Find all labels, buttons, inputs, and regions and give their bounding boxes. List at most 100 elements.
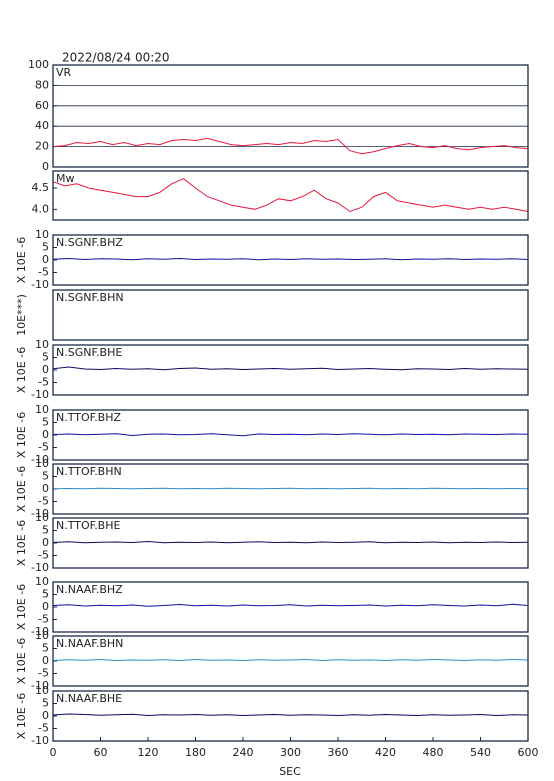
- panel-title: N.SGNF.BHN: [56, 291, 124, 304]
- y-tick-label: -10: [31, 561, 49, 574]
- y-axis-label: X 10E -6: [15, 638, 28, 684]
- panel-frame: [52, 289, 529, 341]
- y-axis-label: X 10E -6: [15, 520, 28, 566]
- panel-title: N.NAAF.BHZ: [56, 583, 123, 596]
- x-tick-label: 360: [328, 746, 349, 759]
- panel-title: N.TTOF.BHE: [56, 519, 121, 532]
- data-line: [52, 713, 529, 717]
- x-tick-label: 120: [138, 746, 159, 759]
- y-tick-label: -10: [31, 278, 49, 291]
- y-tick-label: 5: [42, 470, 49, 483]
- data-line: [52, 540, 529, 544]
- y-tick-label: 0: [42, 160, 49, 173]
- panel-frame: [52, 581, 529, 633]
- y-tick-label: 60: [35, 99, 49, 112]
- y-axis-label: X 10E -6: [15, 466, 28, 512]
- page-title: 2022/08/24 00:20: [62, 51, 170, 65]
- panel-frame: [52, 517, 529, 569]
- y-tick-label: 10: [35, 511, 49, 524]
- y-axis-label: X 10E -6: [15, 693, 28, 739]
- y-axis-label: X 10E -6: [15, 584, 28, 630]
- y-tick-label: -10: [31, 734, 49, 747]
- y-tick-label: 0: [42, 482, 49, 495]
- y-tick-label: 10: [35, 629, 49, 642]
- y-tick-label: 10: [35, 457, 49, 470]
- x-axis-label: SEC: [279, 765, 301, 778]
- x-tick-label: 600: [518, 746, 539, 759]
- panel-title: N.TTOF.BHN: [56, 465, 122, 478]
- x-tick-label: 0: [50, 746, 57, 759]
- data-line: [52, 433, 529, 437]
- panel-frame: [52, 170, 529, 221]
- y-tick-label: -10: [31, 388, 49, 401]
- y-axis-label: X 10E -6: [15, 347, 28, 393]
- y-tick-label: 5: [42, 588, 49, 601]
- x-tick-label: 540: [470, 746, 491, 759]
- y-tick-label: 0: [42, 428, 49, 441]
- x-tick-label: 180: [185, 746, 206, 759]
- y-tick-label: 0: [42, 709, 49, 722]
- y-tick-label: -10: [31, 507, 49, 520]
- panel-frame: [52, 64, 529, 168]
- x-tick-label: 240: [233, 746, 254, 759]
- y-tick-label: 5: [42, 241, 49, 254]
- data-line: [52, 487, 529, 490]
- y-tick-label: -5: [38, 549, 49, 562]
- y-tick-label: 10: [35, 575, 49, 588]
- y-tick-label: -5: [38, 667, 49, 680]
- panel-frame: [52, 409, 529, 461]
- panel-frame: [52, 234, 529, 286]
- y-tick-label: -5: [38, 613, 49, 626]
- y-tick-label: -5: [38, 376, 49, 389]
- y-tick-label: 5: [42, 351, 49, 364]
- y-tick-label: 10: [35, 403, 49, 416]
- x-tick-label: 420: [375, 746, 396, 759]
- y-tick-label: -5: [38, 266, 49, 279]
- data-line: [52, 366, 529, 371]
- panel-title: N.NAAF.BHN: [56, 637, 123, 650]
- panel-title: N.SGNF.BHE: [56, 346, 122, 359]
- y-tick-label: -5: [38, 495, 49, 508]
- panel-title: VR: [56, 66, 72, 79]
- data-line: [52, 658, 529, 662]
- y-tick-label: -10: [31, 453, 49, 466]
- y-axis-label: 10E***): [15, 294, 28, 336]
- data-line: [52, 257, 529, 261]
- y-tick-label: 0: [42, 363, 49, 376]
- y-tick-label: 100: [28, 58, 49, 71]
- y-tick-label: 40: [35, 119, 49, 132]
- y-tick-label: -10: [31, 679, 49, 692]
- data-line: [52, 178, 529, 213]
- data-line: [52, 137, 529, 155]
- y-tick-label: 0: [42, 253, 49, 266]
- y-tick-label: 10: [35, 684, 49, 697]
- panel-frame: [52, 344, 529, 396]
- y-tick-label: 0: [42, 600, 49, 613]
- y-tick-label: 20: [35, 140, 49, 153]
- panel-title: N.SGNF.BHZ: [56, 236, 123, 249]
- x-tick-label: 300: [280, 746, 301, 759]
- y-tick-label: 5: [42, 524, 49, 537]
- y-tick-label: 5: [42, 697, 49, 710]
- y-tick-label: 0: [42, 536, 49, 549]
- x-tick-label: 60: [94, 746, 108, 759]
- y-axis-label: X 10E -6: [15, 237, 28, 283]
- panel-frame: [52, 690, 529, 742]
- data-line: [52, 603, 529, 607]
- y-tick-label: 5: [42, 642, 49, 655]
- y-tick-label: 4.5: [32, 181, 50, 194]
- y-tick-label: 80: [35, 78, 49, 91]
- panel-title: N.TTOF.BHZ: [56, 411, 122, 424]
- panel-title: Mw: [56, 172, 75, 185]
- panel-frame: [52, 463, 529, 515]
- y-axis-label: X 10E -6: [15, 412, 28, 458]
- y-tick-label: 10: [35, 338, 49, 351]
- y-tick-label: 10: [35, 228, 49, 241]
- y-tick-label: -5: [38, 722, 49, 735]
- y-tick-label: -5: [38, 441, 49, 454]
- y-tick-label: 4.0: [32, 202, 50, 215]
- x-tick-label: 480: [423, 746, 444, 759]
- y-tick-label: 0: [42, 654, 49, 667]
- y-tick-label: -10: [31, 625, 49, 638]
